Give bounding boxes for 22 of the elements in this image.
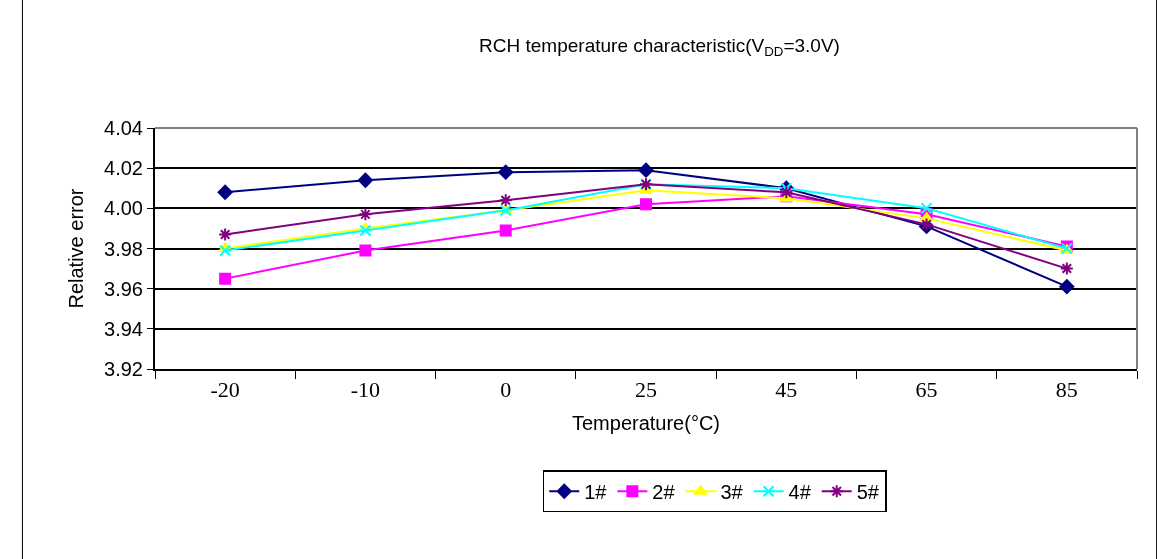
y-tick-label: 3.94 xyxy=(104,317,143,340)
x-tick-label: 45 xyxy=(775,377,798,403)
x-tick-label: 65 xyxy=(915,377,938,403)
y-tick-label: 4.02 xyxy=(104,157,143,180)
legend-label: 4# xyxy=(788,481,812,504)
x-tick-label: -20 xyxy=(210,377,240,403)
legend-label: 5# xyxy=(856,481,880,504)
legend-label: 2# xyxy=(652,481,676,504)
legend-label: 1# xyxy=(584,481,608,504)
y-tick-label: 3.96 xyxy=(104,277,143,300)
chart-title: RCH temperature characteristic(V$_{DD}$=3.0V) xyxy=(479,35,840,60)
legend-label: 3# xyxy=(720,481,744,504)
y-axis-title: Relative error xyxy=(65,188,88,309)
y-tick-label: 4.00 xyxy=(104,197,143,220)
x-tick-label: 0 xyxy=(500,377,512,403)
y-tick-label: 3.98 xyxy=(104,237,143,260)
x-tick-label: -10 xyxy=(350,377,381,403)
x-tick-label: 25 xyxy=(635,377,657,403)
x-axis-title: Temperature(°C) xyxy=(571,412,721,435)
y-tick-label: 3.92 xyxy=(104,358,143,380)
y-tick-label: 4.04 xyxy=(104,117,143,139)
x-tick-label: 85 xyxy=(1055,377,1078,403)
